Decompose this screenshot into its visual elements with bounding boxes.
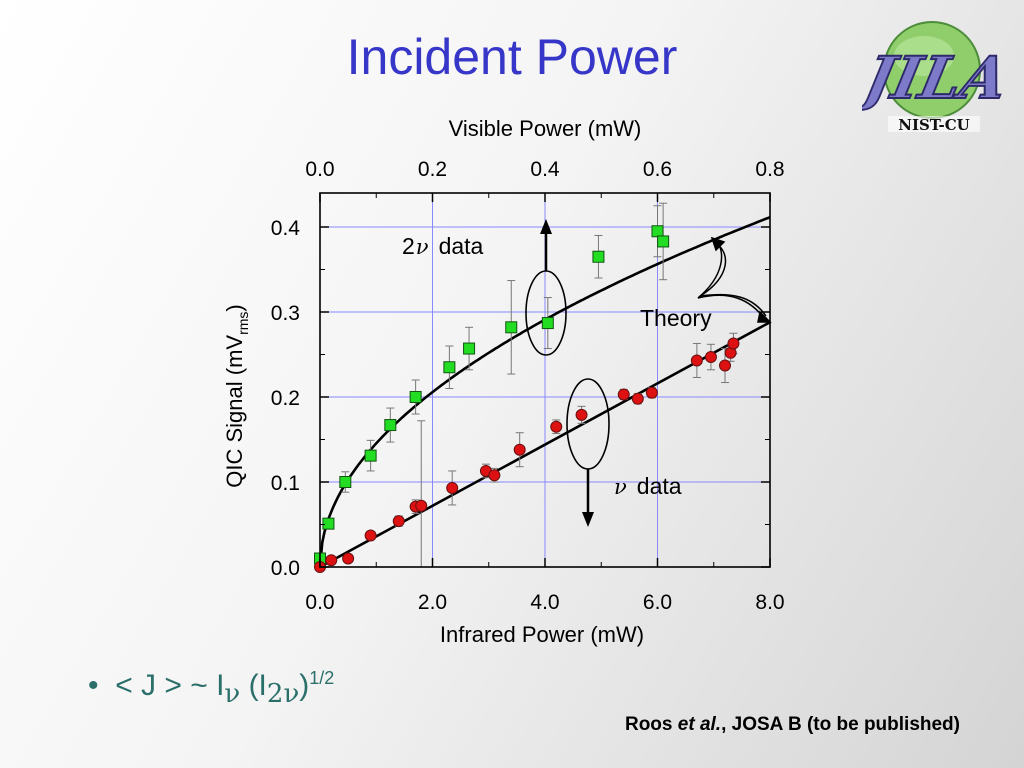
data-point-nu (719, 359, 731, 372)
y-tick-label: 0.0 (271, 557, 300, 580)
x-axis-label-top: Visible Power (mW) (449, 116, 642, 141)
data-point-2nu (364, 449, 377, 462)
logo-text: NIST-CU (898, 116, 969, 134)
data-point-2nu (384, 419, 397, 432)
data-point-2nu (657, 235, 670, 248)
data-point-nu (575, 408, 588, 421)
data-point-nu (631, 392, 644, 405)
data-point-2nu (409, 391, 422, 403)
data-point-nu (550, 420, 563, 433)
y-tick-label: 0.1 (271, 472, 300, 495)
data-point-2nu (339, 476, 352, 488)
data-point-nu (325, 554, 338, 567)
data-point-nu (727, 337, 740, 350)
data-point-nu (690, 354, 703, 367)
data-point-nu (446, 481, 459, 494)
data-point-2nu (541, 317, 554, 330)
x-axis-label-bottom: Infrared Power (mW) (440, 622, 644, 647)
x-tick-label: 0.0 (305, 591, 334, 614)
data-point-2nu (463, 342, 476, 355)
x-tick-label: 6.0 (643, 591, 672, 614)
top-tick-label: 0.0 (305, 158, 334, 181)
x-tick-label: 2.0 (418, 591, 447, 614)
top-tick-label: 0.8 (755, 158, 784, 181)
top-tick-label: 0.6 (643, 158, 672, 181)
x-tick-label: 8.0 (755, 591, 784, 614)
theory-arrows (697, 236, 772, 323)
top-tick-label: 0.4 (530, 158, 560, 181)
citation: Roos et al., JOSA B (to be published) (624, 714, 960, 735)
data-point-nu (342, 552, 355, 565)
data-point-nu (488, 469, 501, 482)
formula-bullet: • < J > ~ Iν (I2ν)1/2 (88, 668, 335, 709)
y-tick-label: 0.2 (271, 387, 300, 410)
data-point-nu (364, 529, 377, 542)
arrow-down (582, 469, 594, 527)
data-point-nu (617, 388, 630, 401)
theory-label: Theory (640, 305, 712, 331)
data-point-nu (513, 443, 526, 456)
highlight-ellipse-2nu (525, 270, 567, 356)
top-tick-label: 0.2 (418, 158, 447, 181)
x-tick-label: 4.0 (530, 591, 559, 614)
data-point-2nu (592, 250, 605, 263)
highlight-ellipse-nu (566, 378, 610, 470)
y-axis-label: QIC Signal (mVrms) (222, 304, 251, 487)
data-point-2nu (651, 225, 664, 238)
data-point-2nu (322, 517, 335, 530)
data-point-nu (392, 515, 405, 528)
data-point-nu (645, 386, 658, 399)
data-point-nu (704, 351, 717, 364)
jila-logo: JILA NIST-CU (862, 21, 1002, 134)
data-point-2nu (443, 361, 456, 374)
y-tick-label: 0.4 (271, 217, 301, 240)
series-label-2nu: 2ν data (402, 233, 484, 259)
data-point-nu (415, 499, 428, 512)
series-label-nu: ν data (614, 473, 682, 499)
slide-title: Incident Power (346, 29, 678, 85)
arrow-up (540, 219, 552, 271)
svg-text:JILA: JILA (862, 44, 1002, 112)
y-tick-label: 0.3 (271, 302, 300, 325)
data-point-2nu (505, 321, 518, 334)
